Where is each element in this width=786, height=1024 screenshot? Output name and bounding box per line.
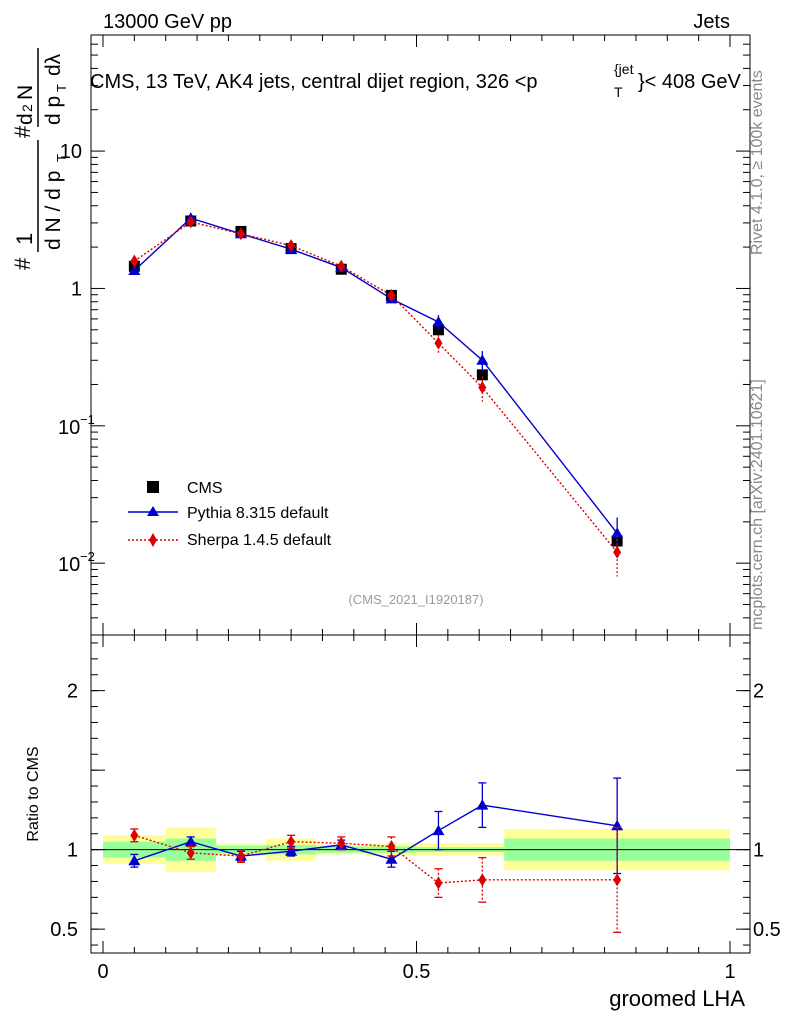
sherpa-ratio-point bbox=[186, 846, 195, 860]
legend-cms-label: CMS bbox=[187, 480, 223, 497]
sherpa-point bbox=[387, 288, 396, 302]
y-tick-label: 10 bbox=[60, 141, 82, 163]
x-axis-label: groomed LHA bbox=[609, 986, 745, 1011]
sherpa-point bbox=[130, 254, 139, 268]
sherpa-ratio-point bbox=[287, 835, 296, 849]
pythia-ratio-point bbox=[476, 799, 489, 810]
x-tick-label: 0.5 bbox=[403, 961, 431, 983]
legend: CMS Pythia 8.315 default Sherpa 1.4.5 de… bbox=[128, 480, 332, 549]
header-left: 13000 GeV pp bbox=[103, 11, 232, 33]
pythia-ratio-point bbox=[385, 853, 398, 864]
y-axis-label: # 1 d N / d p T # d d p T dλ 2 N bbox=[10, 48, 69, 270]
analysis-watermark: (CMS_2021_I1920187) bbox=[348, 592, 483, 607]
ratio-frame bbox=[90, 634, 751, 954]
pythia-point bbox=[476, 354, 489, 365]
svg-text:d p: d p bbox=[42, 96, 65, 125]
sherpa-point bbox=[236, 227, 245, 241]
svg-text:dλ: dλ bbox=[42, 53, 65, 76]
ratio-tick-label: 0.5 bbox=[50, 919, 78, 941]
pythia-ratio-point bbox=[184, 835, 197, 847]
x-tick-label: 0 bbox=[97, 961, 108, 983]
y-tick-label: 10 bbox=[58, 554, 80, 576]
legend-pythia-label: Pythia 8.315 default bbox=[187, 505, 329, 522]
mcplots-label: mcplots.cern.ch [arXiv:2401.10621] bbox=[749, 379, 766, 630]
plot-title: CMS, 13 TeV, AK4 jets, central dijet reg… bbox=[90, 71, 538, 93]
sherpa-point bbox=[478, 381, 487, 395]
plot-title-sub: T bbox=[614, 84, 623, 100]
y-tick-label-exp: −1 bbox=[80, 412, 95, 427]
x-tick-label: 1 bbox=[724, 961, 735, 983]
y-tick-label: 1 bbox=[71, 278, 82, 300]
svg-text:d: d bbox=[14, 113, 37, 125]
ratio-tick-label: 0.5 bbox=[753, 919, 781, 941]
sherpa-ratio-point bbox=[236, 849, 245, 863]
sherpa-point bbox=[434, 336, 443, 350]
sherpa-ratio-point bbox=[337, 836, 346, 850]
svg-text:#: # bbox=[10, 125, 35, 138]
legend-pythia-marker bbox=[147, 506, 159, 516]
legend-sherpa-label: Sherpa 1.4.5 default bbox=[187, 532, 332, 549]
ratio-tick-label: 2 bbox=[753, 681, 764, 703]
ratio-y-label: Ratio to CMS bbox=[25, 746, 42, 841]
legend-cms-marker bbox=[147, 481, 159, 493]
sherpa-point bbox=[337, 259, 346, 273]
series-layer bbox=[128, 212, 624, 933]
ratio-tick-label: 1 bbox=[67, 840, 78, 862]
sherpa-point bbox=[186, 215, 195, 229]
sherpa-point bbox=[613, 545, 622, 559]
sherpa-ratio-point bbox=[478, 873, 487, 887]
svg-text:d N / d p: d N / d p bbox=[42, 171, 65, 250]
pythia-point bbox=[128, 264, 141, 276]
sherpa-ratio-point bbox=[387, 839, 396, 853]
sherpa-ratio-point bbox=[613, 873, 622, 887]
sherpa-point bbox=[287, 239, 296, 253]
plot-title-end: }< 408 GeV bbox=[638, 71, 742, 93]
sherpa-ratio-point bbox=[130, 828, 139, 842]
pythia-ratio-point bbox=[128, 854, 141, 866]
ratio-tick-label: 2 bbox=[67, 681, 78, 703]
y-tick-label: 10 bbox=[58, 417, 80, 439]
cms-point bbox=[476, 369, 488, 381]
y-tick-label-exp: −2 bbox=[80, 549, 95, 564]
pythia-point bbox=[611, 527, 624, 538]
pythia-ratio-point bbox=[285, 845, 298, 856]
sherpa-ratio-point bbox=[434, 876, 443, 890]
svg-text:2: 2 bbox=[19, 104, 35, 112]
svg-text:N: N bbox=[14, 85, 37, 100]
pythia-ratio-point bbox=[432, 824, 445, 836]
svg-text:#: # bbox=[10, 257, 35, 270]
svg-text:1: 1 bbox=[12, 233, 37, 245]
svg-text:T: T bbox=[54, 84, 69, 92]
sherpa-line bbox=[133, 221, 618, 553]
plot-title-sup: {jet bbox=[614, 61, 634, 77]
pythia-point bbox=[432, 315, 445, 327]
ratio-tick-label: 1 bbox=[753, 840, 764, 862]
header-right: Jets bbox=[693, 11, 730, 33]
svg-text:T: T bbox=[54, 154, 69, 162]
legend-sherpa-marker bbox=[149, 533, 157, 547]
rivet-label: Rivet 4.1.0, ≥ 100k events bbox=[749, 70, 766, 255]
